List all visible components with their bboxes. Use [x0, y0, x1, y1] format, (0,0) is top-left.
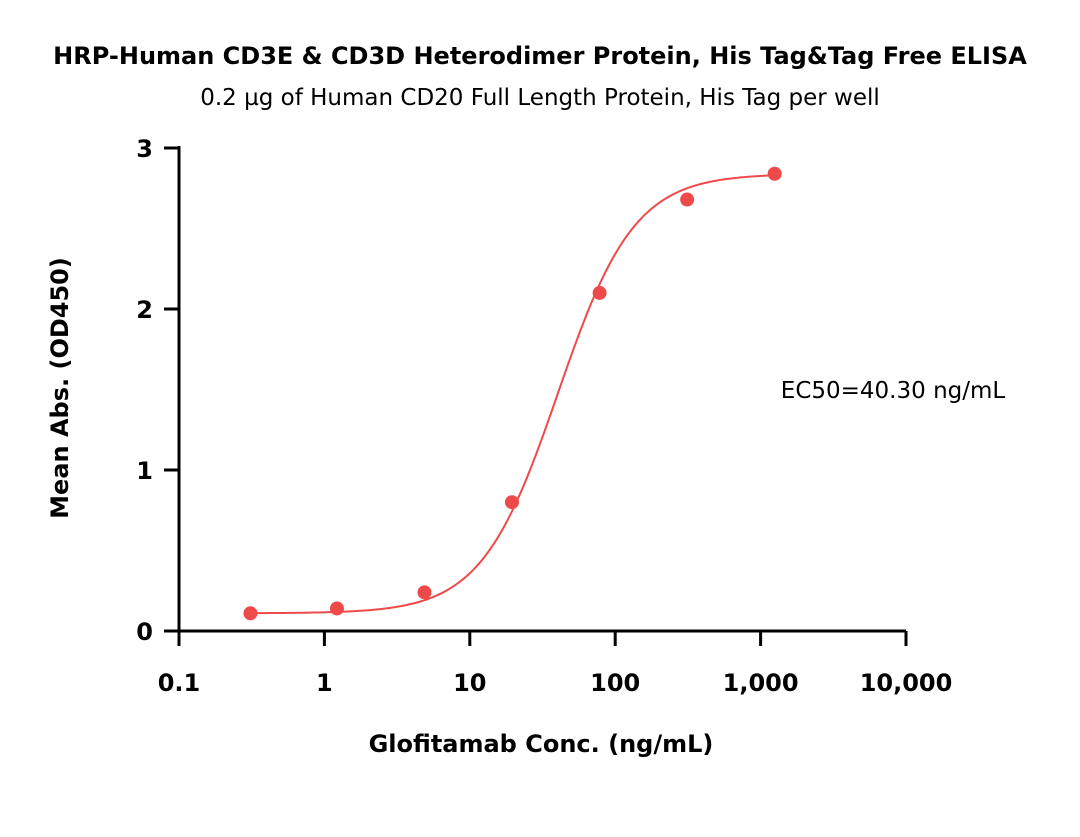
y-tick-label-3: 3	[136, 135, 153, 163]
data-points	[243, 166, 782, 621]
data-point-6	[767, 166, 782, 181]
data-point-0	[243, 606, 258, 621]
y-axis-label: Mean Abs. (OD450)	[46, 257, 74, 519]
data-point-3	[504, 495, 519, 510]
chart-title: HRP-Human CD3E & CD3D Heterodimer Protei…	[53, 42, 1027, 70]
chart-subtitle: 0.2 µg of Human CD20 Full Length Protein…	[200, 85, 880, 111]
fit-curve	[250, 174, 775, 615]
ec50-annotation: EC50=40.30 ng/mL	[781, 378, 1006, 404]
y-axis-ticks: 0 1 2 3	[136, 135, 179, 646]
x-tick-label-1: 1	[316, 669, 333, 697]
plot-area: 0.1 1 10 100 1,000 10,000 0 1 2 3	[136, 135, 952, 697]
x-tick-label-3: 100	[590, 669, 640, 697]
y-tick-label-1: 1	[136, 457, 153, 485]
y-tick-label-0: 0	[136, 618, 153, 646]
x-axis-ticks: 0.1 1 10 100 1,000 10,000	[158, 631, 953, 697]
x-tick-label-4: 1,000	[723, 669, 799, 697]
data-point-2	[417, 585, 432, 600]
x-axis-label: Glofitamab Conc. (ng/mL)	[369, 730, 714, 758]
y-tick-label-2: 2	[136, 296, 153, 324]
x-tick-label-2: 10	[453, 669, 486, 697]
data-point-1	[329, 601, 344, 616]
data-point-5	[680, 192, 695, 207]
x-tick-label-5: 10,000	[860, 669, 953, 697]
x-tick-label-0: 0.1	[158, 669, 201, 697]
data-point-4	[592, 285, 607, 300]
